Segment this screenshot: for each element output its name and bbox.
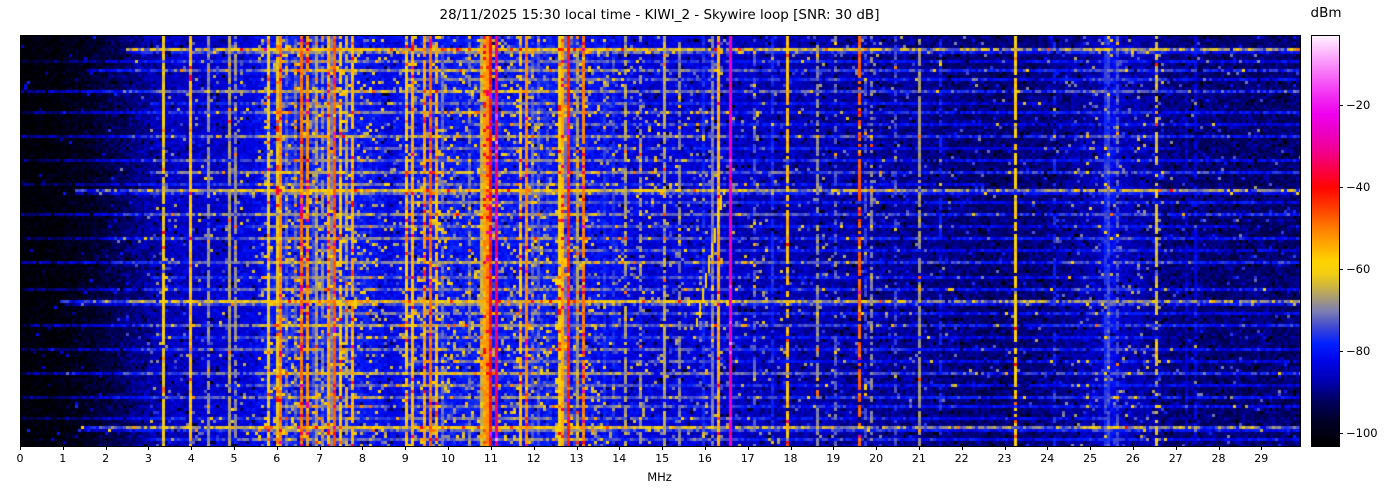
x-tick-mark xyxy=(662,446,664,450)
x-tick-label: 28 xyxy=(1211,452,1226,465)
colorbar-tick-mark xyxy=(1339,432,1343,434)
x-tick-label: 5 xyxy=(230,452,238,465)
x-tick-label: 26 xyxy=(1125,452,1140,465)
x-tick-mark xyxy=(533,446,535,450)
x-tick-label: 1 xyxy=(59,452,67,465)
x-tick-mark xyxy=(918,446,920,450)
x-axis-ticks: 0 1 2 3 4 5 6 7 8 9 10 11 12 13 14 15 16 17 18 19 20 21 22 23 24… xyxy=(16,446,1299,476)
chart-title: 28/11/2025 15:30 local time - KIWI_2 - S… xyxy=(439,7,880,23)
x-tick-label: 13 xyxy=(569,452,584,465)
x-tick-label: 11 xyxy=(483,452,498,465)
x-tick-mark xyxy=(876,446,878,450)
x-tick-mark xyxy=(20,446,21,450)
x-tick-label: 19 xyxy=(826,452,841,465)
x-axis-label: MHz xyxy=(647,470,672,484)
colorbar-tick-label: −100 xyxy=(1346,425,1378,440)
x-tick-label: 12 xyxy=(526,452,541,465)
colorbar-tick-mark xyxy=(1339,268,1343,270)
x-tick-label: 18 xyxy=(783,452,798,465)
x-tick-label: 3 xyxy=(144,452,152,465)
colorbar-tick-label: −60 xyxy=(1346,261,1371,276)
x-tick-label: 15 xyxy=(655,452,670,465)
x-tick-label: 8 xyxy=(358,452,366,465)
x-tick-mark xyxy=(1047,446,1049,450)
x-tick-mark xyxy=(1090,446,1092,450)
x-tick-mark xyxy=(319,446,321,450)
x-tick-label: 20 xyxy=(869,452,884,465)
x-tick-label: 2 xyxy=(102,452,110,465)
x-tick-label: 21 xyxy=(911,452,926,465)
x-tick-mark xyxy=(1132,446,1134,450)
x-tick-mark xyxy=(1218,446,1220,450)
colorbar-tick-mark xyxy=(1339,186,1343,188)
x-tick-mark xyxy=(1004,446,1006,450)
x-tick-mark xyxy=(961,446,963,450)
x-tick-mark xyxy=(234,446,235,450)
colorbar-tick-label: −40 xyxy=(1346,179,1371,194)
x-tick-mark xyxy=(490,446,492,450)
x-tick-mark xyxy=(191,446,193,450)
x-tick-mark xyxy=(105,446,107,450)
x-tick-label: 27 xyxy=(1168,452,1183,465)
x-tick-mark xyxy=(405,446,407,450)
x-tick-label: 25 xyxy=(1083,452,1098,465)
x-tick-label: 24 xyxy=(1040,452,1055,465)
x-tick-mark xyxy=(1175,446,1177,450)
x-tick-label: 7 xyxy=(316,452,324,465)
x-tick-label: 29 xyxy=(1254,452,1269,465)
spectrogram-heatmap-canvas xyxy=(21,36,1300,446)
colorbar-tick-mark xyxy=(1339,350,1343,352)
x-tick-label: 0 xyxy=(16,452,24,465)
x-tick-label: 22 xyxy=(954,452,969,465)
x-tick-mark xyxy=(362,446,364,450)
x-tick-label: 9 xyxy=(401,452,409,465)
x-tick-mark xyxy=(62,446,64,450)
x-tick-mark xyxy=(576,446,578,450)
x-tick-mark xyxy=(747,446,749,450)
x-tick-label: 4 xyxy=(187,452,195,465)
x-tick-label: 10 xyxy=(441,452,455,465)
x-tick-mark xyxy=(704,446,706,450)
x-tick-label: 6 xyxy=(273,452,281,465)
colorbar-tick-mark xyxy=(1339,104,1343,106)
colorbar-unit-label: dBm xyxy=(1310,5,1342,21)
spectrogram-plot-area xyxy=(20,35,1301,447)
x-tick-mark xyxy=(619,446,621,450)
x-tick-mark xyxy=(790,446,792,450)
x-tick-label: 17 xyxy=(740,452,755,465)
x-tick-mark xyxy=(148,446,150,450)
colorbar-tick-label: −80 xyxy=(1346,343,1371,358)
colorbar-tick-label: −20 xyxy=(1346,97,1371,112)
x-tick-mark xyxy=(1261,446,1263,450)
x-tick-label: 16 xyxy=(697,452,712,465)
x-tick-mark xyxy=(276,446,278,450)
colorbar xyxy=(1311,35,1340,447)
colorbar-ticks: −20 −40 −60 −80 −100 xyxy=(1339,35,1399,445)
x-tick-label: 23 xyxy=(997,452,1012,465)
x-tick-mark xyxy=(833,446,835,450)
x-tick-mark xyxy=(448,446,449,450)
x-tick-label: 14 xyxy=(612,452,627,465)
